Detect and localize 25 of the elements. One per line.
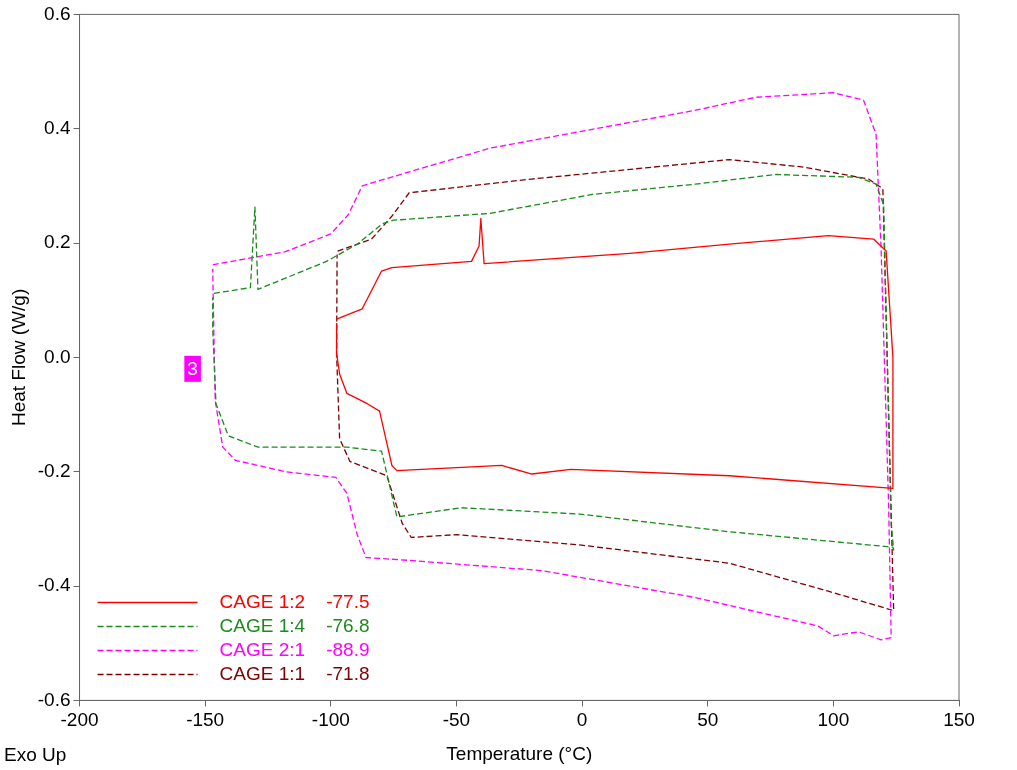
text: Exo Up [4,744,67,766]
x-tick-label: 0 [576,709,588,731]
line-series [212,173,895,551]
x-tick-label: -200 [60,709,99,731]
text: CAGE 1:2 -77.5 [219,590,370,612]
x-axis-title: Temperature (°C) [446,742,593,764]
x-tick-label: -150 [186,709,225,731]
x-tick-label: -50 [442,709,471,731]
x-tick-label: 50 [697,709,719,731]
y-tick-label: -0.6 [37,688,71,710]
y-axis-title: Heat Flow (W/g) [7,288,29,427]
y-tick-label: 0.6 [44,2,71,24]
x-tick-label: 100 [817,709,850,731]
y-tick-label: 0.2 [44,231,71,253]
annotation: 3 [187,358,198,380]
y-tick-label: -0.4 [37,574,71,596]
y-tick-label: 0.0 [44,345,71,367]
text: CAGE 1:1 -71.8 [219,662,370,684]
text: CAGE 1:4 -76.8 [219,614,370,636]
y-tick-label: -0.2 [37,459,71,481]
x-tick-label: -100 [311,709,350,731]
y-tick-label: 0.4 [44,116,71,138]
text: CAGE 2:1 -88.9 [219,638,370,660]
line-series [212,92,892,641]
x-tick-label: 150 [943,709,975,731]
